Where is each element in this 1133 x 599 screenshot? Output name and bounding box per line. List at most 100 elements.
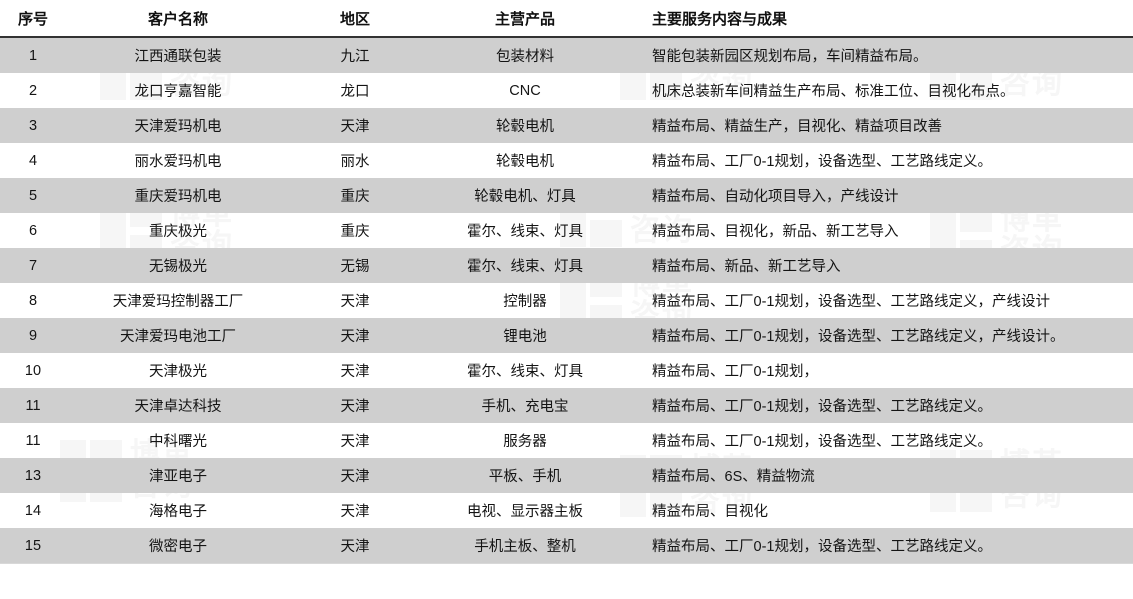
cell-index: 13 (0, 458, 66, 493)
cell-client: 天津爱玛控制器工厂 (112, 294, 244, 310)
cell-product: 锂电池 (420, 318, 630, 353)
cell-region: 重庆 (290, 178, 420, 213)
cell-region: 无锡 (290, 248, 420, 283)
cell-index: 14 (24, 502, 42, 519)
cell-product: 轮毂电机 (420, 108, 630, 143)
cell-client: 江西通联包装 (66, 37, 290, 73)
cell-service: 智能包装新园区规划布局，车间精益布局。 (630, 37, 1133, 73)
cell-index: 8 (28, 292, 38, 309)
cell-product: 包装材料 (420, 37, 630, 73)
cell-region: 天津 (340, 364, 370, 380)
cell-product: CNC (509, 82, 541, 99)
cell-client: 龙口亨嘉智能 (134, 84, 222, 100)
cell-index: 1 (0, 37, 66, 73)
column-header-service: 主要服务内容与成果 (630, 0, 1133, 38)
cell-service: 精益布局、工厂0-1规划，设备选型、工艺路线定义。 (652, 154, 992, 170)
table-row: 15 微密电子 天津 手机主板、整机 精益布局、工厂0-1规划，设备选型、工艺路线定义。 (0, 528, 1133, 564)
cell-product: 服务器 (503, 434, 547, 450)
cell-region: 龙口 (340, 84, 370, 100)
cell-product: 电视、显示器主板 (467, 504, 583, 520)
cell-index: 10 (24, 362, 42, 379)
table-row: 11 天津卓达科技 天津 手机、充电宝 精益布局、工厂0-1规划，设备选型、工艺路线定义… (0, 388, 1133, 423)
cell-client: 重庆爱玛机电 (66, 178, 290, 213)
cell-region: 重庆 (340, 224, 370, 240)
cell-index: 6 (28, 222, 38, 239)
cell-index: 3 (0, 108, 66, 143)
cell-client: 丽水爱玛机电 (134, 154, 222, 170)
cell-client: 微密电子 (66, 528, 290, 564)
cell-service: 精益布局、工厂0-1规划，设备选型、工艺路线定义，产线设计 (652, 294, 1050, 310)
cell-region: 天津 (290, 108, 420, 143)
cell-client: 重庆极光 (149, 224, 207, 240)
table-body: 1 江西通联包装 九江 包装材料 智能包装新园区规划布局，车间精益布局。 2 龙口亨嘉智能 龙… (0, 37, 1133, 564)
table-row: 10 天津极光 天津 霍尔、线束、灯具 精益布局、工厂0-1规划， (0, 353, 1133, 388)
cell-service: 机床总装新车间精益生产布局、标准工位、目视化布点。 (652, 84, 1015, 100)
cell-service: 精益布局、精益生产，目视化、精益项目改善 (630, 108, 1133, 143)
cell-region: 天津 (290, 318, 420, 353)
cell-service: 精益布局、工厂0-1规划，设备选型、工艺路线定义。 (652, 434, 992, 450)
cell-client: 海格电子 (149, 504, 207, 520)
column-header-region: 地区 (290, 0, 420, 38)
client-service-table: 序号 客户名称 地区 主营产品 主要服务内容与成果 1 江西通联包装 九江 包装材料智… (0, 0, 1133, 564)
cell-index: 11 (0, 388, 66, 423)
table-row: 9 天津爱玛电池工厂 天津 锂电池 精益布局、工厂0-1规划，设备选型、工艺路线定义，产… (0, 318, 1133, 353)
cell-service: 精益布局、工厂0-1规划，设备选型、工艺路线定义。 (630, 388, 1133, 423)
cell-index: 2 (28, 82, 38, 99)
table-row: 5 重庆爱玛机电 重庆 轮毂电机、灯具 精益布局、自动化项目导入，产线设计 (0, 178, 1133, 213)
table-header: 序号 客户名称 地区 主营产品 主要服务内容与成果 (0, 0, 1133, 38)
cell-index: 7 (0, 248, 66, 283)
column-header-product: 主营产品 (420, 0, 630, 38)
cell-product: 霍尔、线束、灯具 (420, 248, 630, 283)
cell-client: 中科曙光 (149, 434, 207, 450)
cell-index: 11 (25, 432, 41, 449)
table-row: 8 天津爱玛控制器工厂 天津 控制器 精益布局、工厂0-1规划，设备选型、工艺路线定义，… (0, 283, 1133, 318)
cell-region: 天津 (290, 458, 420, 493)
table-row: 1 江西通联包装 九江 包装材料 智能包装新园区规划布局，车间精益布局。 (0, 37, 1133, 73)
cell-client: 无锡极光 (66, 248, 290, 283)
table-row: 6 重庆极光 重庆 霍尔、线束、灯具 精益布局、目视化，新品、新工艺导入 (0, 213, 1133, 248)
cell-client: 天津爱玛电池工厂 (66, 318, 290, 353)
cell-product: 控制器 (503, 294, 547, 310)
cell-client: 天津卓达科技 (66, 388, 290, 423)
cell-client: 天津爱玛机电 (66, 108, 290, 143)
cell-region: 天津 (340, 294, 370, 310)
table-row: 3 天津爱玛机电 天津 轮毂电机 精益布局、精益生产，目视化、精益项目改善 (0, 108, 1133, 143)
cell-index: 9 (0, 318, 66, 353)
cell-service: 精益布局、自动化项目导入，产线设计 (630, 178, 1133, 213)
cell-region: 丽水 (340, 154, 370, 170)
cell-client: 天津极光 (149, 364, 207, 380)
table-row: 11 中科曙光 天津 服务器 精益布局、工厂0-1规划，设备选型、工艺路线定义。 (0, 423, 1133, 458)
table-header-row: 序号 客户名称 地区 主营产品 主要服务内容与成果 (0, 0, 1133, 38)
cell-product: 轮毂电机、灯具 (420, 178, 630, 213)
cell-region: 九江 (290, 37, 420, 73)
cell-product: 平板、手机 (420, 458, 630, 493)
cell-product: 手机、充电宝 (420, 388, 630, 423)
cell-region: 天津 (340, 504, 370, 520)
cell-product: 手机主板、整机 (420, 528, 630, 564)
table-row: 7 无锡极光 无锡 霍尔、线束、灯具 精益布局、新品、新工艺导入 (0, 248, 1133, 283)
table-row: 4 丽水爱玛机电 丽水 轮毂电机 精益布局、工厂0-1规划，设备选型、工艺路线定义。 (0, 143, 1133, 178)
table-row: 14 海格电子 天津 电视、显示器主板 精益布局、目视化 (0, 493, 1133, 528)
cell-region: 天津 (290, 528, 420, 564)
cell-service: 精益布局、工厂0-1规划，设备选型、工艺路线定义。 (630, 528, 1133, 564)
cell-index: 4 (28, 152, 38, 169)
cell-index: 15 (0, 528, 66, 564)
table-row: 2 龙口亨嘉智能 龙口 CNC 机床总装新车间精益生产布局、标准工位、目视化布点。 (0, 73, 1133, 108)
cell-region: 天津 (290, 388, 420, 423)
cell-service: 精益布局、6S、精益物流 (630, 458, 1133, 493)
cell-client: 津亚电子 (66, 458, 290, 493)
column-header-index: 序号 (0, 0, 66, 38)
table-row: 13 津亚电子 天津 平板、手机 精益布局、6S、精益物流 (0, 458, 1133, 493)
cell-service: 精益布局、新品、新工艺导入 (630, 248, 1133, 283)
cell-product: 霍尔、线束、灯具 (467, 364, 583, 380)
cell-service: 精益布局、目视化 (652, 504, 768, 520)
cell-product: 霍尔、线束、灯具 (467, 224, 583, 240)
cell-region: 天津 (340, 434, 370, 450)
cell-service: 精益布局、工厂0-1规划， (652, 364, 818, 380)
cell-service: 精益布局、目视化，新品、新工艺导入 (652, 224, 899, 240)
column-header-client: 客户名称 (66, 0, 290, 38)
cell-index: 5 (0, 178, 66, 213)
cell-product: 轮毂电机 (496, 154, 554, 170)
cell-service: 精益布局、工厂0-1规划，设备选型、工艺路线定义，产线设计。 (630, 318, 1133, 353)
